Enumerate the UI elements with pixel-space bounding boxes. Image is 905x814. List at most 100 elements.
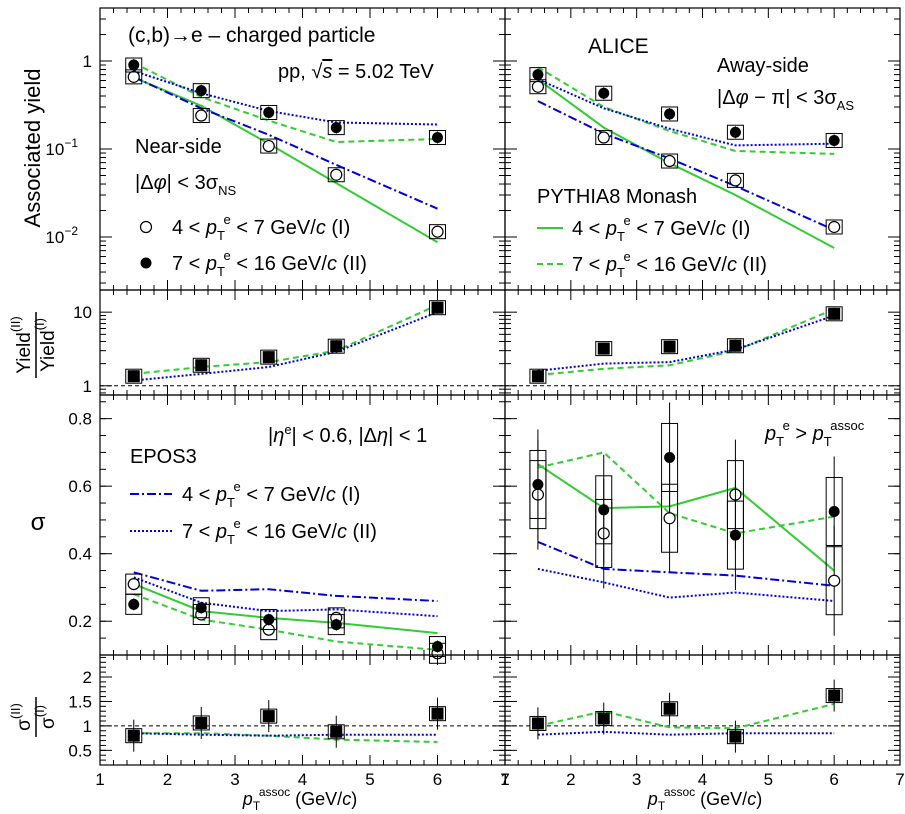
sys-error-box (429, 224, 446, 240)
panel-frame (504, 654, 901, 766)
data-point-square (531, 370, 544, 383)
sys-error-box (726, 338, 744, 354)
curve-epos-dotted (133, 732, 438, 737)
sys-error-box (260, 349, 278, 365)
curve-epos-dotted (537, 567, 835, 602)
legend-epos-dotted-label: 7 < pTe < 16 GeV/c (II) (182, 516, 377, 547)
curve-epos-dashdot (133, 571, 438, 602)
sys-error-box (726, 729, 744, 745)
data-point-open (828, 220, 841, 234)
data-point-square (729, 339, 742, 352)
energy-text: pp, √s = 5.02 TeV (278, 61, 434, 83)
legend-pythia-solid-label: 4 < pTe < 7 GeV/c (I) (572, 213, 750, 244)
sys-error-box (595, 475, 613, 545)
curve-pythia-dashed (133, 62, 438, 144)
alice-label: ALICE (588, 35, 649, 58)
data-point-square (597, 342, 610, 355)
data-point-open (127, 577, 140, 591)
curve-pythia-dashed (537, 66, 835, 155)
data-point-closed (195, 602, 207, 614)
panel-near-side-sigma-ratio: 1 2 3 4 5 6 70.511.52 (68, 654, 510, 789)
data-point-square (663, 702, 676, 715)
data-point-square (828, 307, 841, 320)
sys-error-box (661, 422, 679, 492)
curve-pythia-dashed (537, 702, 835, 730)
data-point-square (597, 712, 610, 725)
y-tick-label: 0.5 (68, 741, 92, 760)
data-point-closed (263, 106, 275, 118)
epos-label: EPOS3 (130, 446, 197, 468)
curve-epos-dashdot (537, 540, 835, 587)
sys-error-box (661, 339, 679, 355)
x-tick-label: 2 (566, 770, 575, 789)
data-point-square (195, 716, 208, 729)
data-point-closed (330, 122, 342, 134)
legend-marker-closed (140, 257, 152, 269)
y-tick-label: 1 (83, 377, 92, 396)
data-point-closed (128, 59, 140, 71)
near-side-label: Near-side (135, 136, 222, 158)
pythia-label: PYTHIA8 Monash (537, 186, 697, 208)
sys-error-box (661, 701, 679, 717)
curve-pythia-dashed (537, 308, 835, 376)
sys-error-box (125, 57, 143, 73)
panel-near-side-yield-ratio: 1 10 (73, 289, 506, 396)
x-axis-label-right: pTassoc (GeV/c) (647, 785, 762, 813)
sys-error-box (595, 85, 613, 101)
sys-error-box (260, 609, 278, 631)
sys-error-box (825, 132, 843, 148)
y-tick-label: 2 (83, 668, 92, 687)
data-point-square (431, 707, 444, 720)
x-tick-label: 6 (433, 770, 442, 789)
sys-error-box (661, 106, 679, 122)
sys-error-box (327, 614, 345, 636)
sys-error-box (327, 167, 345, 183)
legend-pythia-dashed-label: 7 < pTe < 16 GeV/c (II) (572, 249, 767, 280)
legend-marker-open (139, 220, 153, 234)
data-point-square (195, 359, 208, 372)
panel-near-side-associated-yield: 10−2 10−1 1 (45, 7, 506, 291)
ratio1-numerator: Yield(II) (8, 316, 35, 373)
y-axis-label-ratio1: Yield(II) Yield(I) (8, 312, 59, 378)
sys-error-box (825, 688, 843, 704)
data-point-open (828, 574, 841, 587)
sys-error-box (260, 104, 278, 120)
data-point-square (262, 351, 275, 364)
data-point-closed (598, 504, 610, 516)
sys-error-box (260, 138, 278, 154)
sys-error-box (661, 153, 679, 169)
panel-frame (99, 289, 506, 396)
x-tick-label: 4 (698, 770, 707, 789)
y-tick-label: 1 (83, 52, 92, 71)
panel-frame (504, 7, 901, 291)
sys-error-box (529, 449, 547, 519)
sys-error-box (125, 368, 143, 384)
legend-epos-dashdot-label: 4 < pTe < 7 GeV/c (I) (182, 479, 360, 510)
x-tick-label: 3 (632, 770, 641, 789)
y-tick-label: 0.4 (68, 545, 92, 564)
y-tick-label: 0.2 (68, 612, 92, 631)
data-point-square (262, 710, 275, 723)
data-point-closed (729, 529, 741, 541)
away-side-cut: |Δφ − π| < 3σAS (717, 87, 854, 113)
sys-error-box (327, 724, 345, 740)
data-point-square (828, 689, 841, 702)
panel-away-side-sigma-ratio: 1 2 3 4 5 6 7 (500, 654, 905, 789)
data-point-closed (664, 108, 676, 120)
x-axis-label-left: pTassoc (GeV/c) (242, 785, 357, 813)
y-tick-label: 10−1 (45, 136, 78, 159)
data-point-square (127, 370, 140, 383)
data-point-square (330, 340, 343, 353)
x-tick-label: 5 (764, 770, 773, 789)
sys-error-box (726, 500, 744, 570)
data-point-closed (729, 126, 741, 138)
x-tick-label: 7 (500, 770, 509, 789)
data-point-closed (432, 641, 443, 653)
data-point-square (127, 729, 140, 742)
sys-error-box (529, 67, 547, 83)
data-point-closed (532, 478, 544, 490)
curve-epos-dotted (537, 314, 835, 372)
data-point-closed (128, 598, 140, 610)
data-point-square (729, 730, 742, 743)
